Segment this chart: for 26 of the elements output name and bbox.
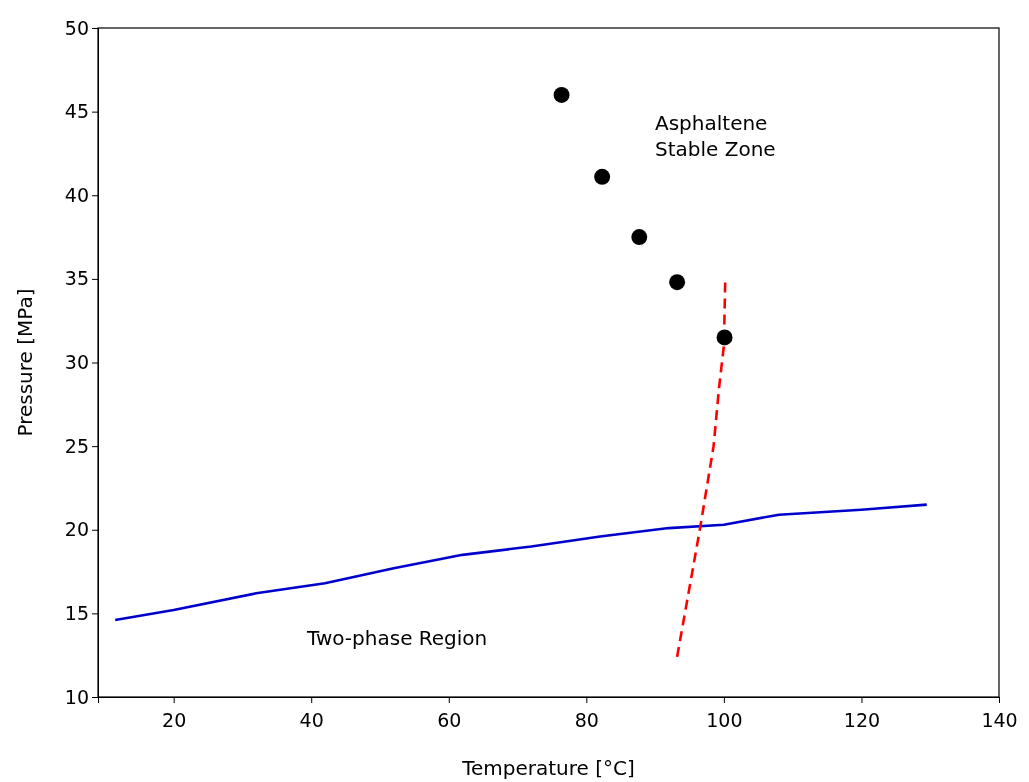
y-tick-label: 15 (64, 601, 89, 624)
x-axis-title: Temperature [°C] (461, 756, 635, 780)
x-tick-label: 80 (574, 708, 599, 731)
x-tick-label: 100 (706, 708, 743, 731)
x-tick-label: 140 (981, 708, 1018, 731)
x-tick-label: 120 (843, 708, 881, 731)
y-tick-label: 35 (64, 267, 89, 290)
point (716, 329, 733, 346)
point (553, 86, 570, 103)
line-series (113, 503, 929, 622)
y-axis-title: Pressure [MPa] (13, 288, 37, 437)
annotation: Asphaltene Stable Zone (655, 111, 776, 161)
y-tick-label: 20 (64, 518, 89, 541)
x-tick-label: 40 (299, 708, 324, 731)
point (594, 168, 611, 185)
y-tick-label: 25 (64, 434, 89, 457)
y-tick-label: 50 (64, 16, 89, 39)
annotation: Two-phase Region (306, 626, 488, 650)
y-tick-label: 10 (64, 685, 89, 708)
x-tick-label: 20 (162, 708, 187, 731)
y-tick-label: 30 (64, 351, 89, 374)
y-tick-label: 40 (64, 183, 89, 206)
y-tick-label: 45 (64, 100, 89, 123)
x-tick-label: 60 (437, 708, 462, 731)
point (631, 229, 648, 246)
point (669, 274, 686, 291)
